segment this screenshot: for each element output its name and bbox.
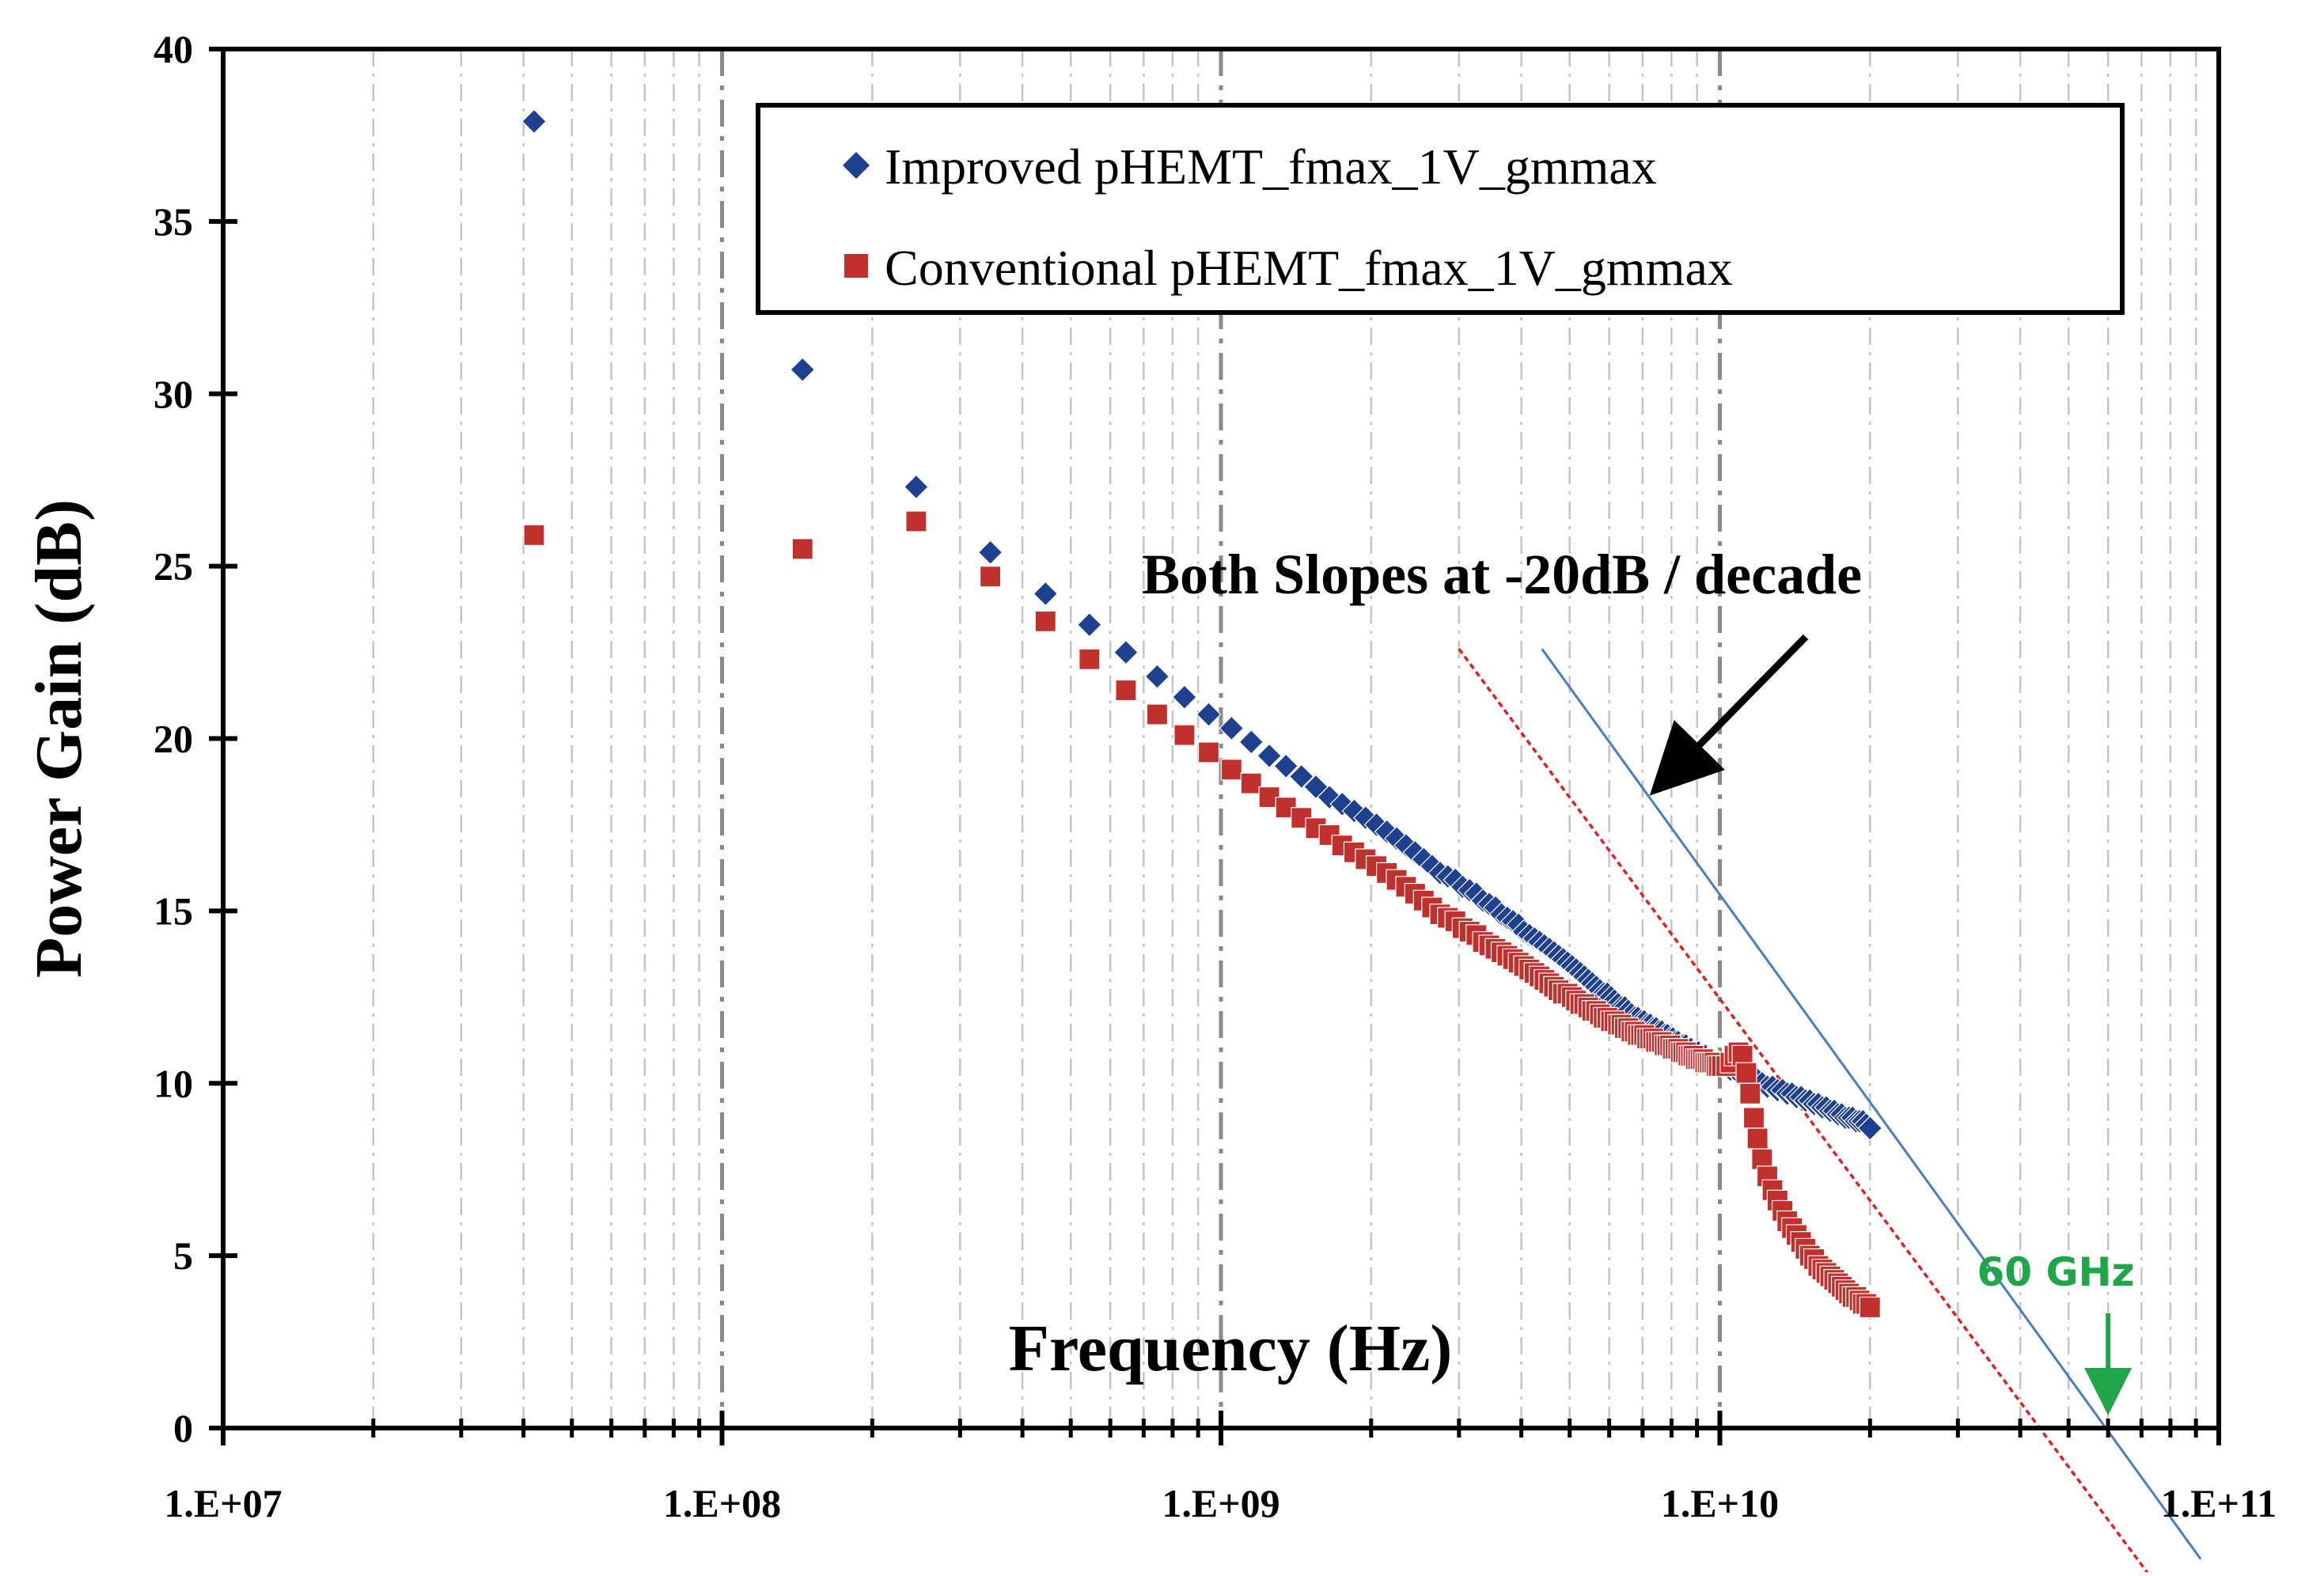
y-tick-label: 5 <box>173 1233 193 1278</box>
data-point-conventional <box>1115 679 1137 702</box>
data-point-improved <box>904 474 929 500</box>
data-point-conventional <box>1859 1296 1881 1319</box>
data-point-improved <box>1273 753 1299 779</box>
data-point-improved <box>1033 581 1059 607</box>
y-tick-label: 20 <box>154 717 193 761</box>
data-point-improved <box>1113 639 1139 665</box>
series-conventional <box>523 510 1881 1319</box>
grid <box>372 49 2197 1428</box>
y-tick-label: 10 <box>154 1061 193 1105</box>
data-point-conventional <box>905 510 927 532</box>
data-point-conventional <box>1079 648 1101 670</box>
data-point-conventional <box>1746 1127 1769 1150</box>
data-point-conventional <box>1742 1107 1765 1129</box>
y-tick-label: 15 <box>154 888 193 933</box>
data-point-improved <box>1257 743 1282 769</box>
y-axis-title: Power Gain (dB) <box>22 499 96 978</box>
x-axis-title: Frequency (Hz) <box>1009 1312 1453 1385</box>
data-point-improved <box>1238 729 1264 755</box>
data-point-conventional <box>523 524 545 547</box>
data-series <box>521 108 1883 1319</box>
x-tick-label: 1.E+10 <box>1661 1481 1779 1525</box>
fmax-60ghz-label: 60 GHz <box>1977 1249 2135 1295</box>
data-point-conventional <box>791 538 813 560</box>
y-tick-label: 30 <box>154 372 193 416</box>
data-point-improved <box>1144 664 1170 689</box>
data-point-conventional <box>979 566 1002 588</box>
data-point-improved <box>790 357 816 383</box>
y-tick-label: 25 <box>154 544 193 589</box>
data-point-conventional <box>1220 759 1242 781</box>
slope-annotation-arrow <box>1649 634 1809 796</box>
data-point-improved <box>977 540 1003 566</box>
x-tick-label: 1.E+07 <box>164 1481 282 1525</box>
legend-box <box>756 103 2125 315</box>
data-point-conventional <box>1197 741 1220 763</box>
data-point-conventional <box>1146 703 1168 725</box>
data-point-conventional <box>1735 1062 1757 1084</box>
data-point-improved <box>521 108 547 134</box>
x-tick-label: 1.E+11 <box>2161 1481 2277 1525</box>
data-point-improved <box>1288 763 1314 790</box>
slope-annotation: Both Slopes at -20dB / decade <box>1142 543 1862 606</box>
data-point-conventional <box>1739 1082 1761 1104</box>
annotations: Both Slopes at -20dB / decade 60 GHz <box>1142 543 2135 1415</box>
y-tick-label: 40 <box>154 27 193 71</box>
axes: 0 5 10 15 20 25 30 35 40 1.E+07 1.E+08 1.E+09 1.E+10… <box>22 27 2277 1525</box>
data-point-improved <box>1076 612 1102 638</box>
data-point-conventional <box>1034 610 1056 632</box>
y-tick-label: 0 <box>173 1406 193 1450</box>
legend-marker-improved <box>843 152 870 179</box>
x-tick-label: 1.E+09 <box>1162 1481 1280 1525</box>
data-point-improved <box>1196 702 1222 727</box>
legend-marker-conventional <box>844 254 868 278</box>
data-point-improved <box>1219 715 1245 741</box>
slope-line-conventional <box>1458 648 2149 1574</box>
y-tick-label: 35 <box>154 199 193 244</box>
data-point-improved <box>1172 684 1197 710</box>
data-point-conventional <box>1173 724 1196 746</box>
x-tick-label: 1.E+08 <box>663 1481 781 1525</box>
legend: Improved pHEMT_fmax_1V_gmmax Conventional… <box>756 103 2125 315</box>
data-point-conventional <box>1240 772 1262 794</box>
legend-label-conventional: Conventional pHEMT_fmax_1V_gmmax <box>885 240 1733 296</box>
legend-label-improved: Improved pHEMT_fmax_1V_gmmax <box>885 138 1657 195</box>
data-point-improved <box>1857 1116 1883 1141</box>
